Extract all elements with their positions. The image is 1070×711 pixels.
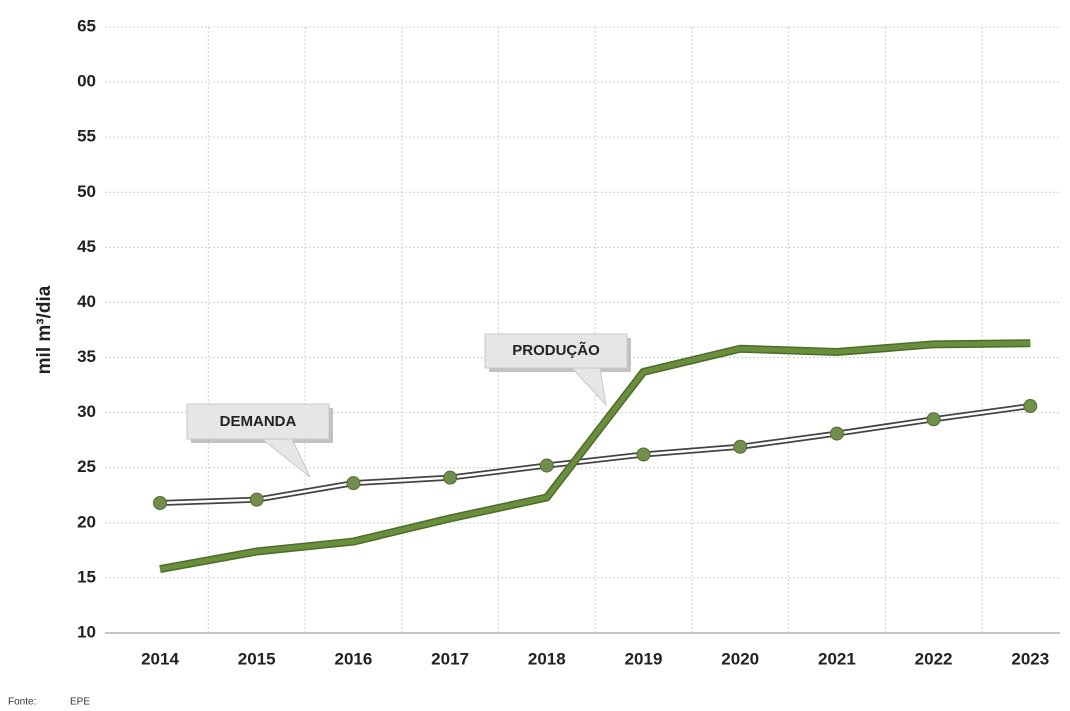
x-tick-label: 2021 <box>818 649 856 668</box>
series-marker <box>636 447 651 462</box>
y-tick-label: 25 <box>77 457 96 476</box>
source-label: Fonte: <box>8 697 36 708</box>
series-marker <box>926 412 941 427</box>
x-tick-label: 2019 <box>625 649 663 668</box>
x-tick-label: 2020 <box>721 649 759 668</box>
x-tick-label: 2018 <box>528 649 566 668</box>
y-tick-label: 10 <box>77 622 96 641</box>
y-tick-label: 15 <box>77 567 96 586</box>
series-marker <box>733 439 748 454</box>
y-tick-label: 30 <box>77 402 96 421</box>
series-marker <box>539 458 554 473</box>
source-text: EPE <box>70 697 90 708</box>
demanda-callout: DEMANDA <box>186 403 333 478</box>
x-tick-label: 2015 <box>238 649 276 668</box>
x-tick-label: 2014 <box>141 649 179 668</box>
series-marker <box>1023 399 1038 414</box>
y-tick-label: 45 <box>77 237 96 256</box>
series-label: PRODUÇÃO <box>512 341 600 359</box>
x-tick-label: 2023 <box>1011 649 1049 668</box>
series-marker <box>829 426 844 441</box>
producao-callout: PRODUÇÃO <box>484 333 631 407</box>
series-marker <box>249 492 264 507</box>
x-tick-label: 2016 <box>334 649 372 668</box>
y-tick-label: 55 <box>77 127 96 146</box>
y-tick-label: 65 <box>77 16 96 35</box>
grid: 10 15 20 25 30 35 40 45 50 55 00 65 2014 2015 2016 2017… <box>77 16 1060 668</box>
series-marker <box>443 470 458 485</box>
y-axis-label: mil m³/dia <box>34 285 55 374</box>
y-tick-label: 50 <box>77 182 96 201</box>
series-marker <box>153 495 167 510</box>
y-tick-label: 20 <box>77 512 96 531</box>
plot <box>153 339 1038 574</box>
series-line <box>159 404 1031 505</box>
x-tick-label: 2017 <box>431 649 469 668</box>
y-tick-label: 35 <box>77 347 96 366</box>
y-tick-label: 00 <box>77 72 96 91</box>
series-line <box>159 340 1031 572</box>
x-tick-label: 2022 <box>915 649 953 668</box>
series-marker <box>346 476 361 491</box>
series-label: DEMANDA <box>220 413 297 430</box>
y-tick-label: 40 <box>77 292 96 311</box>
